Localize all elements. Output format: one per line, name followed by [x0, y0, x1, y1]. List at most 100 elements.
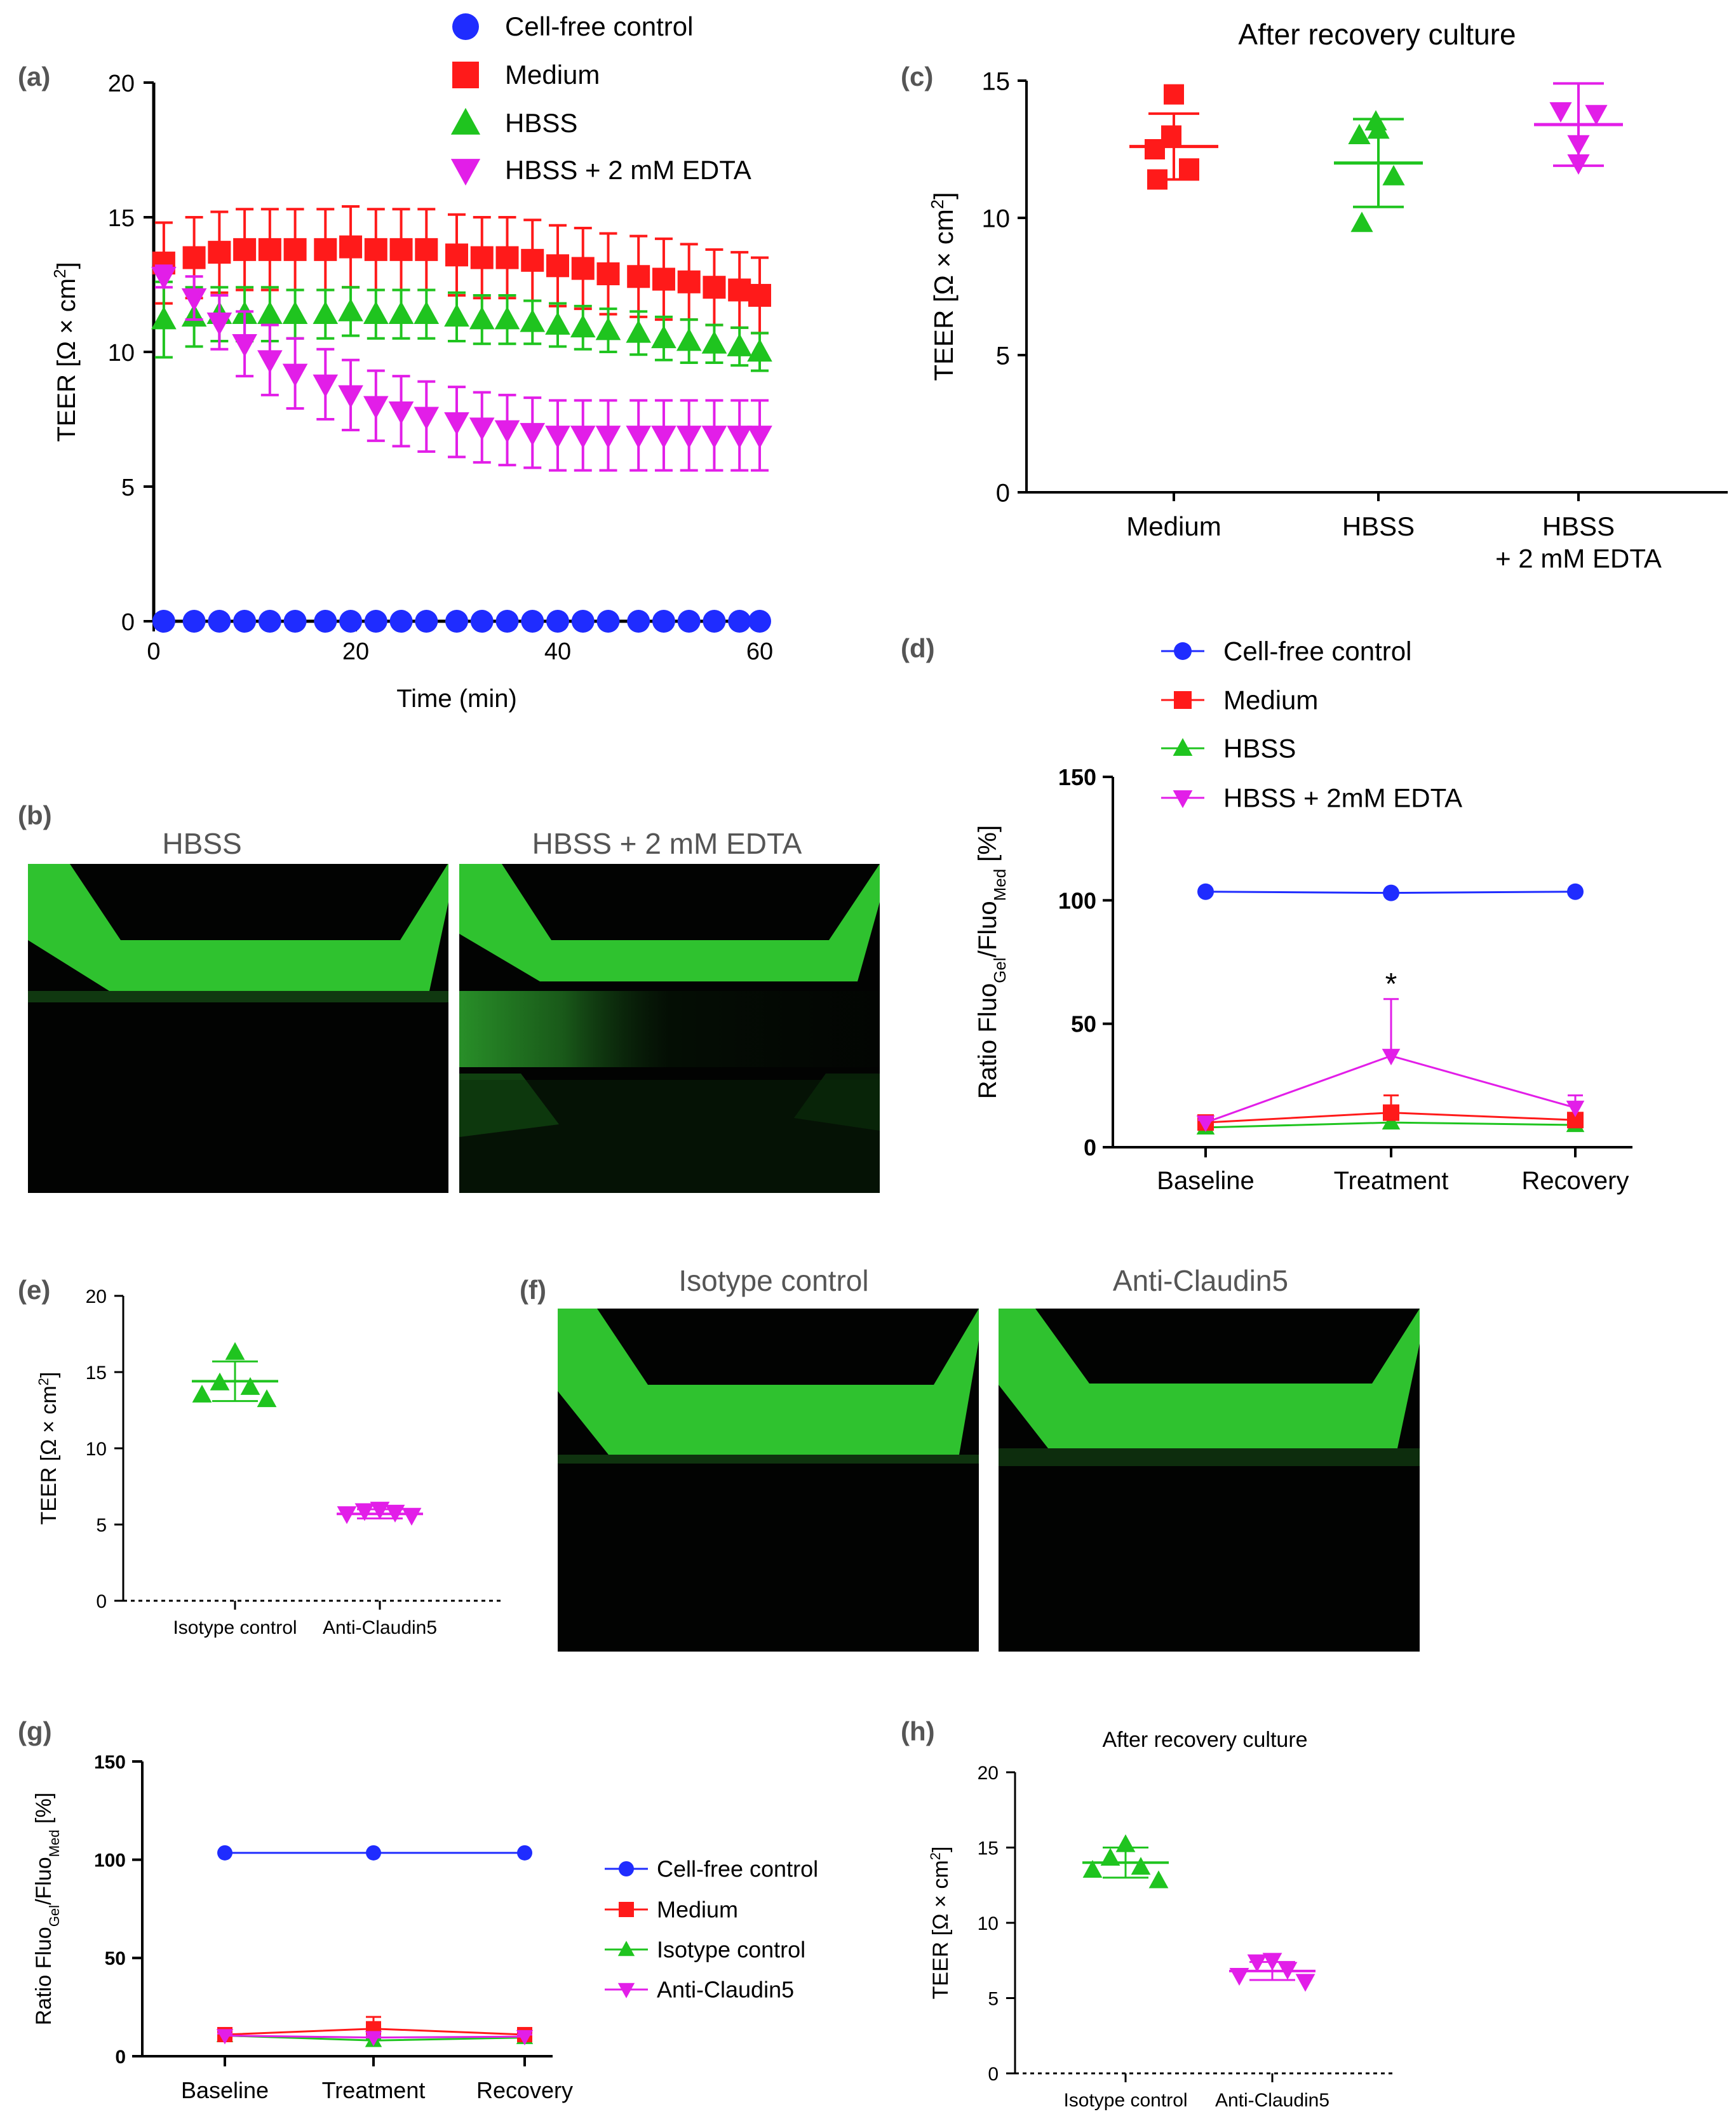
series-medium [1129, 84, 1218, 190]
data-point [595, 426, 621, 449]
data-point [414, 300, 440, 324]
legend-label: Cell-free control [1223, 636, 1411, 666]
data-point [283, 610, 307, 633]
panel-c-letter: (c) [901, 62, 933, 91]
data-point [1382, 165, 1405, 185]
data-point [415, 238, 438, 261]
legend-marker [1174, 642, 1192, 660]
significance-annotation: * [1385, 967, 1397, 1001]
chart-h-teer-after-recovery: 0 5 10 15 20 Isotype control Anti-Claudin5 Afte… [927, 1728, 1395, 2111]
x-tick-label: Anti-Claudin5 [323, 1617, 437, 1638]
data-point [677, 610, 701, 633]
legend-label: Anti-Claudin5 [657, 1977, 794, 2003]
y-axis-label: TEER [Ω × cm2] [927, 1847, 953, 2000]
x-tick-label: Recovery [1522, 1167, 1629, 1195]
data-point [210, 1372, 230, 1391]
y-axis-label: Ratio FluoGel/FluoMed [%] [32, 1793, 62, 2026]
data-point [233, 238, 257, 261]
data-point [257, 1389, 277, 1408]
data-point [627, 265, 650, 288]
data-point [258, 238, 281, 261]
y-tick-label: 150 [94, 1752, 126, 1773]
panel-e-letter: (e) [18, 1275, 50, 1305]
y-tick-label: 0 [115, 2047, 126, 2068]
data-point [748, 610, 771, 633]
y-tick-label: 0 [988, 2064, 999, 2085]
panel-d-letter: (d) [901, 633, 935, 663]
data-point [595, 317, 621, 340]
data-point [627, 610, 650, 633]
data-point [206, 313, 232, 336]
series-anti-claudin5 [216, 2029, 534, 2047]
data-point [339, 610, 363, 633]
data-point [415, 610, 438, 633]
y-tick-label: 100 [1058, 887, 1096, 913]
data-point [445, 243, 468, 267]
micrograph-f2-title: Anti-Claudin5 [1113, 1264, 1288, 1297]
x-tick-label: Treatment [1334, 1167, 1449, 1195]
data-point [1549, 102, 1572, 123]
data-point [495, 246, 519, 269]
data-point [677, 270, 701, 293]
data-point [676, 426, 702, 449]
data-point [1382, 1113, 1401, 1130]
data-point [1585, 105, 1608, 126]
data-point [1383, 884, 1399, 901]
data-point [338, 298, 363, 321]
series-anti-claudin5 [1229, 1953, 1315, 1992]
series-hbss-2mm-edta [1196, 998, 1585, 1133]
data-point [652, 267, 675, 291]
data-point [1179, 158, 1199, 179]
x-tick-label: 0 [147, 638, 160, 665]
data-point [314, 238, 337, 261]
data-point [470, 246, 494, 269]
data-point [282, 300, 308, 324]
data-point [495, 610, 519, 633]
data-point [208, 610, 231, 633]
micrograph-b2-edta [459, 864, 880, 1193]
legend-label: Medium [505, 60, 600, 90]
legend-marker [450, 159, 481, 186]
y-tick-label: 5 [96, 1515, 107, 1536]
data-point [217, 1845, 232, 1861]
y-axis-label: Ratio FluoGel/FluoMed [%] [974, 825, 1009, 1099]
x-tick-label: 40 [544, 638, 571, 665]
data-point [469, 306, 495, 330]
data-point [282, 363, 308, 387]
data-point [596, 610, 620, 633]
data-point [363, 396, 389, 419]
data-point [545, 311, 570, 335]
data-point [1295, 1974, 1315, 1992]
y-tick-label: 0 [1084, 1135, 1096, 1161]
micrograph-f1-isotype [558, 1309, 979, 1652]
data-point [1247, 1954, 1267, 1972]
data-point [748, 283, 771, 307]
data-point [1145, 139, 1165, 159]
x-tick-label: Recovery [476, 2077, 573, 2103]
micrograph-b1-title: HBSS [162, 827, 241, 860]
micrograph-b1-hbss [28, 864, 448, 1193]
data-point [703, 610, 726, 633]
data-point [546, 610, 569, 633]
data-point [1350, 212, 1373, 232]
y-tick-label: 5 [121, 475, 135, 501]
data-point [494, 420, 520, 443]
chart-a-teer-timecourse: 0 5 10 15 20 0 20 40 60 Time (min) TEER [Ω × cm2] C… [50, 11, 773, 713]
y-tick-label: 5 [996, 342, 1010, 370]
y-tick-label: 20 [978, 1763, 999, 1784]
legend-label: Cell-free control [657, 1856, 818, 1882]
data-point [1147, 169, 1167, 190]
x-tick-label: Medium [1126, 511, 1221, 541]
chart-e-teer-claudin: 0 5 10 15 20 Isotype control Anti-Claudin5 TEER… [36, 1286, 503, 1638]
data-point [240, 1377, 260, 1395]
y-tick-label: 15 [982, 67, 1011, 95]
data-point [570, 314, 596, 338]
data-point [701, 330, 727, 354]
data-point [313, 374, 339, 398]
legend-marker [617, 1983, 635, 1998]
data-point [727, 333, 752, 356]
legend-marker [452, 13, 479, 40]
data-point [1567, 135, 1590, 156]
data-point [747, 426, 772, 449]
micrograph-f2-anti-claudin5 [999, 1309, 1420, 1652]
